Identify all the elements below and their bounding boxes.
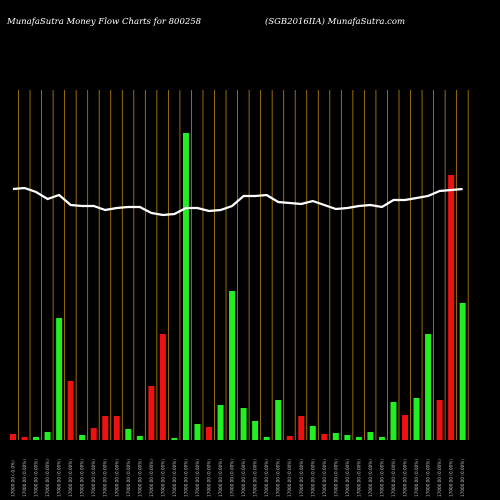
money-flow-bar <box>148 386 155 440</box>
x-tick-label: 17000.00 (0.00%) <box>414 459 419 497</box>
x-tick-label: 17000.00 (-0.0%) <box>11 460 16 497</box>
x-tick-label: 17000.00 (0.00%) <box>34 459 39 497</box>
x-tick-label: 17000.00 (0.00%) <box>241 459 246 497</box>
money-flow-bar <box>413 398 420 440</box>
money-flow-bar <box>33 437 40 440</box>
x-tick-label: 17000.00 (0.00%) <box>253 459 258 497</box>
money-flow-bar <box>159 334 166 440</box>
money-flow-bar <box>286 436 293 440</box>
x-tick-label: 17000.00 (0.00%) <box>356 459 361 497</box>
x-tick-label: 17000.00 (0.00%) <box>137 459 142 497</box>
money-flow-bar <box>182 133 189 440</box>
money-flow-bar <box>79 435 86 440</box>
money-flow-bar <box>67 381 74 440</box>
money-flow-bar <box>436 400 443 440</box>
x-tick-label: 17000.00 (0.00%) <box>195 459 200 497</box>
x-tick-label: 17000.00 (0.00%) <box>45 459 50 497</box>
x-tick-label: 17000.00 (0.00%) <box>218 459 223 497</box>
x-tick-label: 17000.00 (0.00%) <box>322 459 327 497</box>
x-tick-label: 17000.00 (0.00%) <box>460 459 465 497</box>
money-flow-bar <box>367 432 374 440</box>
x-tick-label: 17000.00 (0.00%) <box>310 459 315 497</box>
money-flow-bar <box>275 400 282 440</box>
x-tick-label: 17000.00 (0.00%) <box>172 459 177 497</box>
money-flow-bar <box>448 175 455 440</box>
money-flow-bar <box>44 432 51 440</box>
x-tick-labels: 17000.00 (-0.0%) 17000.00 (0.00%) 17000.00… <box>11 459 466 497</box>
money-flow-bar <box>10 434 16 440</box>
chart-title: MunafaSutra Money Flow Charts for 800258 <box>6 17 202 27</box>
x-tick-label: 17000.00 (0.00%) <box>80 459 85 497</box>
money-flow-bar <box>56 318 63 440</box>
x-tick-label: 17000.00 (0.00%) <box>68 459 73 497</box>
gridlines <box>18 90 469 440</box>
x-tick-label: 17000.00 (0.00%) <box>91 459 96 497</box>
money-flow-bar <box>125 429 132 440</box>
chart-subtitle: (SGB2016IIA) MunafaSutra.com <box>265 16 405 27</box>
x-tick-label: 17000.00 (0.00%) <box>103 459 108 497</box>
money-flow-bar <box>113 416 120 440</box>
x-tick-label: 17000.00 (0.00%) <box>426 459 431 497</box>
x-tick-label: 17000.00 (0.00%) <box>449 459 454 497</box>
price-series-line <box>12 186 463 217</box>
x-tick-label: 17000.00 (0.00%) <box>183 459 188 497</box>
money-flow-bar <box>355 437 362 440</box>
money-flow-bar <box>102 416 109 440</box>
x-tick-label: 17000.00 (0.00%) <box>114 459 119 497</box>
money-flow-bar <box>171 438 178 440</box>
money-flow-bar <box>390 402 397 440</box>
x-tick-label: 17000.00 (0.00%) <box>333 459 338 497</box>
x-tick-label: 17000.00 (0.00%) <box>149 459 154 497</box>
money-flow-bar <box>378 437 385 440</box>
money-flow-bar <box>298 416 305 440</box>
money-flow-bar <box>136 436 143 440</box>
money-flow-bar <box>332 433 339 440</box>
x-tick-label: 17000.00 (0.00%) <box>299 459 304 497</box>
money-flow-bar <box>263 437 270 440</box>
x-tick-label: 17000.00 (0.00%) <box>437 459 442 497</box>
money-flow-bar <box>194 424 201 440</box>
x-tick-label: 17000.00 (0.00%) <box>57 459 62 497</box>
money-flow-bar <box>229 291 236 440</box>
x-tick-label: 17000.00 (0.00%) <box>391 459 396 497</box>
x-tick-label: 17000.00 (0.00%) <box>368 459 373 497</box>
money-flow-bar <box>240 408 247 440</box>
money-flow-bar <box>425 334 432 440</box>
x-tick-label: 17000.00 (0.00%) <box>345 459 350 497</box>
x-tick-label: 17000.00 (0.00%) <box>379 459 384 497</box>
money-flow-bar <box>321 434 328 440</box>
money-flow-bar <box>206 427 213 440</box>
money-flow-bar <box>90 428 97 440</box>
x-tick-label: 17000.00 (0.00%) <box>403 459 408 497</box>
money-flow-bars <box>10 133 466 440</box>
money-flow-bar <box>252 421 259 440</box>
x-tick-label: 17000.00 (0.00%) <box>230 459 235 497</box>
x-tick-label: 17000.00 (0.00%) <box>207 459 212 497</box>
x-tick-label: 17000.00 (0.00%) <box>287 459 292 497</box>
money-flow-bar <box>402 415 409 440</box>
x-tick-label: 17000.00 (0.00%) <box>160 459 165 497</box>
x-tick-label: 17000.00 (0.00%) <box>264 459 269 497</box>
x-tick-label: 17000.00 (0.00%) <box>126 459 131 497</box>
x-tick-label: 17000.00 (0.00%) <box>22 459 27 497</box>
money-flow-bar <box>459 303 466 440</box>
money-flow-bar <box>344 435 351 440</box>
money-flow-bar <box>309 426 316 440</box>
x-tick-label: 17000.00 (0.00%) <box>276 459 281 497</box>
money-flow-bar <box>21 437 28 440</box>
money-flow-bar <box>217 405 224 440</box>
